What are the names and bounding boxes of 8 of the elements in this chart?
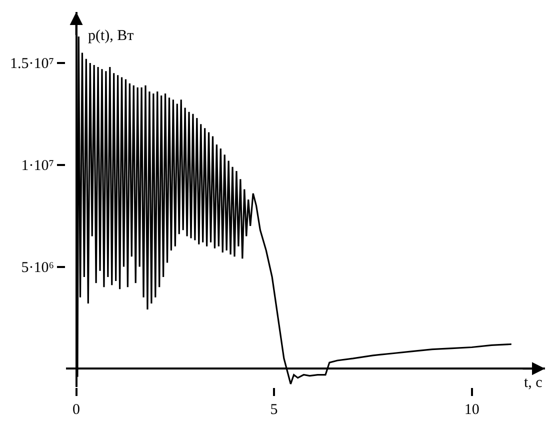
x-tick-label: 10 bbox=[464, 402, 480, 418]
y-axis-title: p(t), Вт bbox=[88, 28, 134, 44]
y-tick-label: 5·10⁶ bbox=[21, 260, 54, 276]
y-tick-label: 1·10⁷ bbox=[21, 158, 54, 174]
x-axis-title: t, c bbox=[524, 375, 543, 391]
x-tick-label: 0 bbox=[72, 402, 80, 418]
x-tick-label: 5 bbox=[270, 402, 278, 418]
y-tick-label: 1.5·10⁷ bbox=[10, 56, 54, 72]
